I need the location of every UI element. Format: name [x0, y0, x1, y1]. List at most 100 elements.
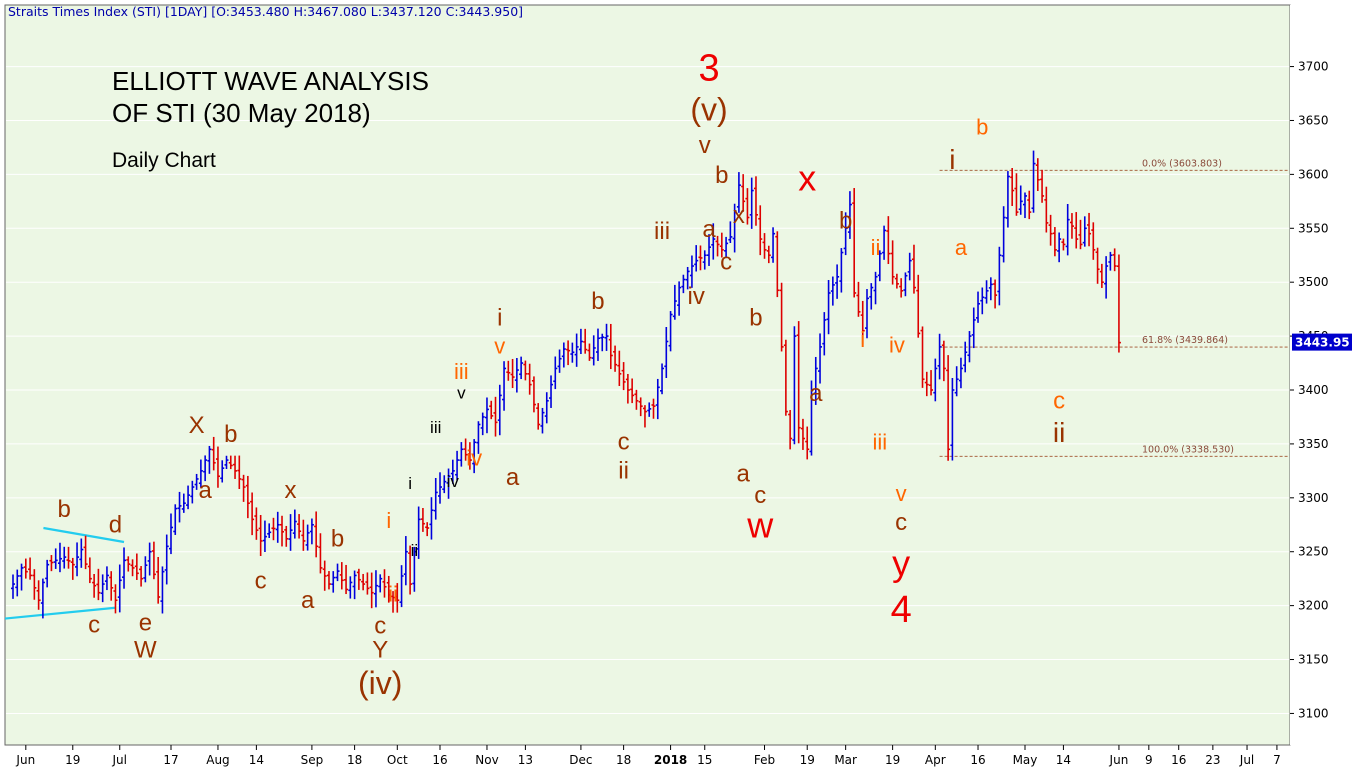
ohlc-bar-136 [591, 335, 596, 366]
ohlc-bar-87 [382, 569, 387, 598]
ohlc-bar-13 [66, 546, 71, 569]
ohlc-bar-47 [211, 436, 216, 471]
wave-label-29: ii [618, 457, 629, 484]
ohlc-bar-75 [331, 571, 336, 593]
plot-area [4, 4, 1291, 746]
ohlc-bar-221 [954, 366, 959, 397]
wave-label-31: iv [688, 283, 705, 310]
wave-labels: bdc eWXabcxabcY(iv)iiiiiiiiiivviiiivivabc… [58, 48, 1066, 701]
y-tick-label-3500: 3500 [1298, 275, 1329, 289]
ohlc-bar-45 [203, 455, 208, 482]
ohlc-bar-143 [621, 362, 626, 391]
wave-label-8: c [255, 567, 267, 594]
ohlc-bar-172 [745, 188, 750, 225]
ohlc-bar-196 [847, 191, 852, 239]
y-tick-label-3250: 3250 [1298, 545, 1329, 559]
ohlc-bar-242 [1044, 186, 1049, 233]
x-tick-label-11: 13 [518, 753, 533, 767]
ohlc-bar-27 [126, 556, 131, 572]
ohlc-bar-21 [100, 574, 105, 603]
wave-label-48: iv [889, 332, 905, 357]
wave-label-37: (v) [690, 91, 727, 127]
ohlc-bar-49 [220, 460, 225, 483]
ohlc-bar-174 [753, 176, 758, 226]
ohlc-bar-71 [314, 511, 319, 558]
ohlc-bar-193 [835, 264, 840, 299]
x-tick-label-16: Feb [754, 753, 775, 767]
wave-label-6: a [198, 477, 212, 504]
ohlc-bar-3 [23, 558, 28, 579]
ohlc-bar-240 [1035, 158, 1040, 192]
y-axis-ticks: 3100315032003250330033503400345035003550… [1290, 60, 1329, 720]
y-tick-label-3650: 3650 [1298, 113, 1329, 127]
ohlc-bar-94 [412, 546, 417, 592]
ohlc-bar-11 [57, 542, 62, 573]
ohlc-bar-142 [617, 350, 622, 387]
wave-label-1: d [109, 511, 122, 538]
ohlc-bar-154 [668, 311, 673, 352]
ohlc-bar-256 [1104, 256, 1109, 299]
ohlc-bar-29 [134, 553, 139, 580]
ohlc-bar-138 [600, 333, 605, 352]
ohlc-bar-170 [736, 172, 741, 213]
ohlc-bar-37 [168, 513, 173, 555]
ohlc-bar-97 [425, 522, 430, 537]
ohlc-bar-30 [139, 566, 144, 587]
ohlc-bar-102 [446, 468, 451, 499]
ohlc-bar-195 [843, 212, 848, 256]
wave-label-15: i [386, 508, 391, 533]
ohlc-bar-9 [49, 555, 54, 572]
ohlc-bar-245 [1057, 232, 1062, 263]
ohlc-bar-137 [595, 328, 600, 361]
ohlc-bar-194 [839, 248, 844, 293]
wave-label-41: c [754, 482, 766, 509]
ohlc-bar-231 [997, 246, 1002, 306]
ohlc-bar-36 [164, 534, 169, 585]
wave-label-36: c [720, 248, 732, 275]
wave-label-21: v [457, 384, 466, 403]
y-tick-label-3300: 3300 [1298, 491, 1329, 505]
ohlc-bar-204 [882, 225, 887, 260]
ohlc-bar-257 [1108, 251, 1113, 271]
ohlc-bar-150 [651, 398, 656, 419]
ohlc-bar-225 [971, 307, 976, 349]
ohlc-bar-235 [1014, 173, 1019, 216]
ohlc-bar-44 [198, 459, 203, 488]
ohlc-bar-206 [890, 240, 895, 285]
ohlc-bar-110 [480, 412, 485, 436]
ohlc-bar-91 [399, 565, 404, 608]
chart-subtitle: Daily Chart [112, 149, 216, 172]
ohlc-bar-236 [1018, 185, 1023, 215]
x-tick-label-9: 16 [432, 753, 447, 767]
ohlc-bar-105 [459, 442, 464, 467]
wave-label-38: 3 [698, 48, 719, 90]
ohlc-bar-117 [510, 358, 515, 389]
fib-label-2: 100.0% (3338.530) [1142, 444, 1234, 455]
wave-label-25: v [494, 333, 505, 358]
chart-header: Straits Times Index (STI) [1DAY] [O:3453… [8, 4, 523, 19]
wave-label-56: a [955, 235, 968, 260]
ohlc-bar-168 [728, 221, 733, 243]
ohlc-bar-34 [156, 557, 161, 604]
ohlc-bar-55 [245, 475, 250, 519]
ohlc-bar-46 [207, 445, 212, 474]
ohlc-bar-180 [779, 282, 784, 352]
ohlc-bar-169 [732, 203, 737, 253]
wave-label-28: c [618, 428, 630, 455]
ohlc-bar-140 [608, 323, 613, 370]
wave-label-32: a [702, 216, 716, 243]
ohlc-bar-84 [369, 572, 374, 609]
wave-label-51: c [895, 509, 907, 536]
ohlc-bar-190 [822, 312, 827, 356]
ohlc-bar-153 [664, 327, 669, 379]
ohlc-bar-173 [749, 177, 754, 229]
y-tick-label-3400: 3400 [1298, 383, 1329, 397]
wave-label-45: a [809, 380, 823, 407]
ohlc-bar-217 [937, 333, 942, 380]
ohlc-bar-203 [877, 250, 882, 282]
x-tick-label-12: Dec [569, 753, 592, 767]
y-tick-label-3600: 3600 [1298, 167, 1329, 181]
ohlc-bar-186 [805, 426, 810, 460]
ohlc-bar-0 [11, 574, 15, 599]
